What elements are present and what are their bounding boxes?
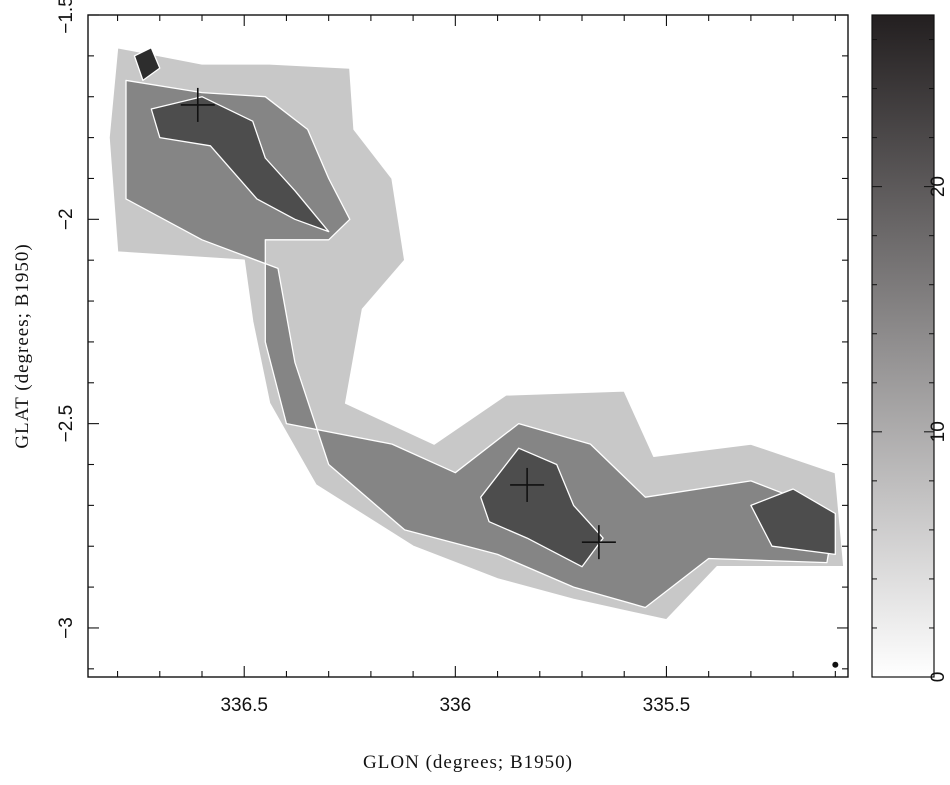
colorbar-tick-label: 0 bbox=[928, 672, 949, 683]
colorbar-tick-label: 10 bbox=[928, 421, 949, 442]
y-tick-label: −2 bbox=[56, 208, 77, 230]
region-high-north bbox=[150, 96, 330, 233]
y-tick-label: −2.5 bbox=[56, 405, 77, 443]
colorbar-tick-label: 20 bbox=[928, 176, 949, 197]
cross-marker-3 bbox=[581, 525, 616, 560]
y-tick-label: −3 bbox=[56, 617, 77, 639]
colorbar bbox=[871, 14, 935, 678]
cross-marker-2 bbox=[510, 467, 545, 502]
y-axis-ticks: −1.5 −2 −2.5 −3 bbox=[56, 0, 848, 670]
intensity-map bbox=[108, 47, 845, 621]
x-axis-ticks: 336.5 336 335.5 bbox=[117, 15, 836, 716]
x-axis-title: GLON (degrees; B1950) bbox=[363, 752, 573, 773]
x-tick-label: 336.5 bbox=[220, 695, 268, 716]
source-markers bbox=[180, 87, 839, 668]
cross-marker-1 bbox=[180, 87, 215, 122]
y-axis-title: GLAT (degrees; B1950) bbox=[12, 243, 33, 448]
y-tick-label: −1.5 bbox=[56, 0, 77, 34]
plot-frame bbox=[87, 14, 849, 678]
x-tick-label: 335.5 bbox=[643, 695, 691, 716]
region-peak bbox=[133, 47, 161, 82]
region-high-center bbox=[480, 447, 604, 568]
colorbar-ticks: 0 10 20 bbox=[872, 39, 949, 683]
x-tick-label: 336 bbox=[439, 695, 471, 716]
beam-marker bbox=[832, 661, 839, 668]
region-high-east bbox=[750, 488, 836, 556]
